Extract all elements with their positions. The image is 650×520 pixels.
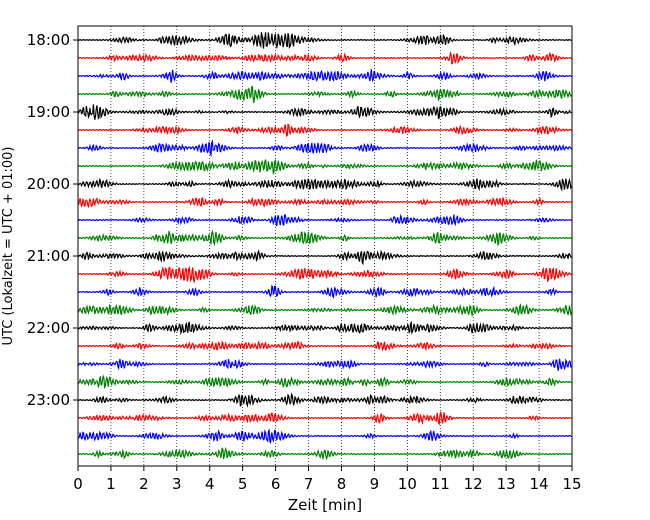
x-tick-label: 12 — [464, 475, 483, 493]
x-tick-label: 4 — [205, 475, 215, 493]
y-tick-label: 18:00 — [27, 31, 70, 49]
x-axis-ticks: 0 1 2 3 4 5 6 7 8 9 10 11 12 13 14 15 — [73, 466, 582, 493]
trace-line — [77, 446, 572, 461]
x-tick-label: 7 — [304, 475, 314, 493]
trace-line — [77, 392, 572, 408]
x-tick-label: 13 — [497, 475, 516, 493]
y-axis-ticks: 18:00 19:00 20:00 21:00 22:00 23:00 — [27, 31, 78, 409]
x-tick-label: 1 — [106, 475, 116, 493]
trace-line — [77, 177, 573, 192]
trace-line — [77, 229, 572, 247]
trace-line — [77, 104, 572, 120]
trace-line — [77, 69, 572, 83]
y-axis-label: UTC (Lokalzeit = UTC + 01:00) — [1, 147, 16, 346]
seismic-traces — [77, 32, 573, 461]
trace-line — [77, 284, 572, 299]
trace-line — [77, 374, 572, 390]
plot-background — [78, 26, 572, 466]
trace-line — [77, 213, 572, 227]
x-tick-label: 10 — [398, 475, 417, 493]
trace-line — [78, 303, 573, 318]
x-tick-label: 5 — [238, 475, 248, 493]
grid-lines — [110, 26, 540, 466]
y-tick-label: 21:00 — [27, 247, 70, 265]
trace-line — [77, 85, 572, 103]
y-tick-label: 23:00 — [27, 391, 70, 409]
y-tick-label: 22:00 — [27, 319, 70, 337]
y-tick-label: 19:00 — [27, 103, 70, 121]
trace-line — [77, 358, 572, 371]
trace-line — [77, 158, 572, 176]
x-tick-label: 3 — [172, 475, 182, 493]
y-tick-label: 20:00 — [27, 175, 70, 193]
trace-line — [77, 196, 572, 209]
x-tick-label: 0 — [73, 475, 83, 493]
trace-line — [77, 411, 572, 426]
trace-line — [77, 428, 572, 444]
x-tick-label: 14 — [530, 475, 549, 493]
trace-line — [77, 32, 572, 50]
x-axis-label: Zeit [min] — [288, 496, 362, 514]
x-tick-label: 2 — [139, 475, 149, 493]
trace-line — [77, 51, 572, 65]
x-tick-label: 11 — [431, 475, 450, 493]
trace-line — [77, 123, 572, 138]
trace-line — [77, 340, 572, 352]
x-tick-label: 8 — [337, 475, 347, 493]
x-tick-label: 9 — [370, 475, 380, 493]
x-tick-label: 15 — [562, 475, 581, 493]
trace-line — [77, 139, 572, 158]
plot-frame — [77, 25, 573, 467]
trace-line — [77, 249, 573, 266]
x-tick-label: 6 — [271, 475, 281, 493]
trace-line — [77, 265, 572, 284]
trace-line — [77, 320, 572, 336]
